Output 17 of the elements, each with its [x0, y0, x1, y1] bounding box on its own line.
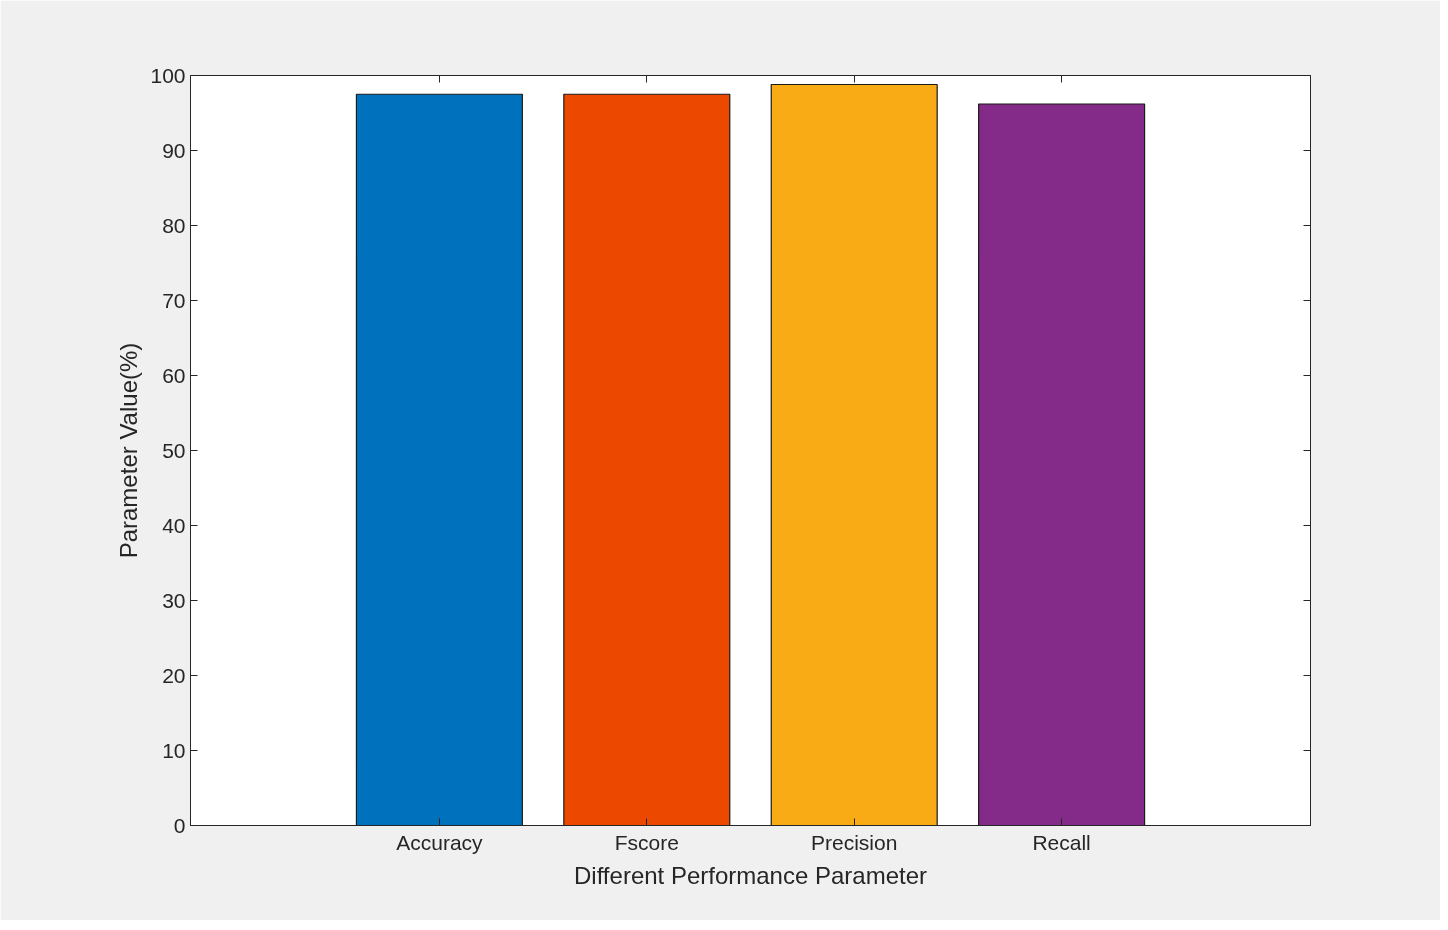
- y-tick-label: 80: [162, 213, 186, 237]
- x-tick-label: Recall: [1032, 830, 1091, 854]
- y-tick-label: 40: [162, 513, 186, 537]
- y-tick-label: 50: [162, 438, 186, 462]
- y-tick-label: 100: [150, 63, 186, 87]
- y-tick-label: 20: [162, 663, 186, 687]
- y-tick-label: 70: [162, 288, 186, 312]
- y-tick-label: 0: [173, 813, 186, 837]
- x-axis-title: Different Performance Parameter: [573, 861, 928, 889]
- x-tick-label: Accuracy: [396, 830, 484, 854]
- y-tick-label: 10: [162, 738, 186, 762]
- y-tick-label: 60: [162, 363, 186, 387]
- y-tick-label: 30: [162, 588, 186, 612]
- x-tick-label: Fscore: [614, 830, 679, 854]
- x-tick-label: Precision: [811, 830, 898, 854]
- y-axis-title: Parameter Value(%): [115, 342, 143, 559]
- y-tick-label: 90: [162, 138, 186, 162]
